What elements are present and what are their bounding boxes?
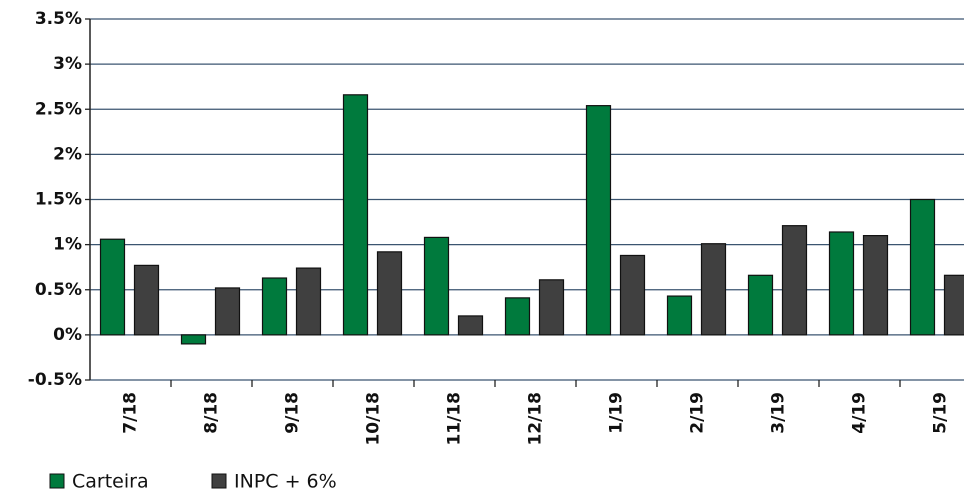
y-tick-label: 0.5% <box>35 280 82 300</box>
x-tick-label: 3/19 <box>769 392 789 434</box>
legend-label: Carteira <box>72 471 149 492</box>
x-tick-label: 10/18 <box>364 392 384 446</box>
y-tick-label: -0.5% <box>28 370 82 390</box>
x-tick-label: 8/18 <box>202 392 222 434</box>
bar <box>99 238 126 336</box>
y-tick-label: 3% <box>53 54 82 74</box>
bar <box>214 287 241 336</box>
x-tick-label: 12/18 <box>526 392 546 446</box>
bar <box>619 254 646 336</box>
y-tick-label: 2% <box>53 144 82 164</box>
bar <box>504 297 531 336</box>
y-tick-label: 2.5% <box>35 99 82 119</box>
bar <box>943 274 964 336</box>
y-tick-label: 1.5% <box>35 190 82 210</box>
x-tick-label: 4/19 <box>850 392 870 434</box>
bar <box>862 235 889 336</box>
x-tick-label: 1/19 <box>607 392 627 434</box>
bar <box>700 243 727 336</box>
y-tick-label: 0% <box>53 325 82 345</box>
bar <box>909 198 936 336</box>
bar <box>376 251 403 336</box>
bar <box>295 267 322 336</box>
bar <box>342 94 369 336</box>
bar <box>828 231 855 336</box>
legend-swatch <box>49 473 65 489</box>
legend-label: INPC + 6% <box>234 471 337 492</box>
bar <box>538 279 565 336</box>
legend-swatch <box>211 473 227 489</box>
x-tick-label: 7/18 <box>121 392 141 434</box>
x-tick-label: 11/18 <box>445 392 465 446</box>
bar <box>666 295 693 336</box>
bar <box>747 274 774 336</box>
x-tick-label: 5/19 <box>931 392 951 434</box>
y-tick-label: 1% <box>53 235 82 255</box>
bar <box>423 236 450 336</box>
bar <box>180 334 207 345</box>
bar <box>585 105 612 336</box>
x-tick-label: 2/19 <box>688 392 708 434</box>
bar <box>781 225 808 336</box>
x-tick-label: 9/18 <box>283 392 303 434</box>
bar <box>261 277 288 336</box>
bar <box>133 264 160 336</box>
bar <box>457 315 484 336</box>
y-tick-label: 3.5% <box>35 9 82 29</box>
